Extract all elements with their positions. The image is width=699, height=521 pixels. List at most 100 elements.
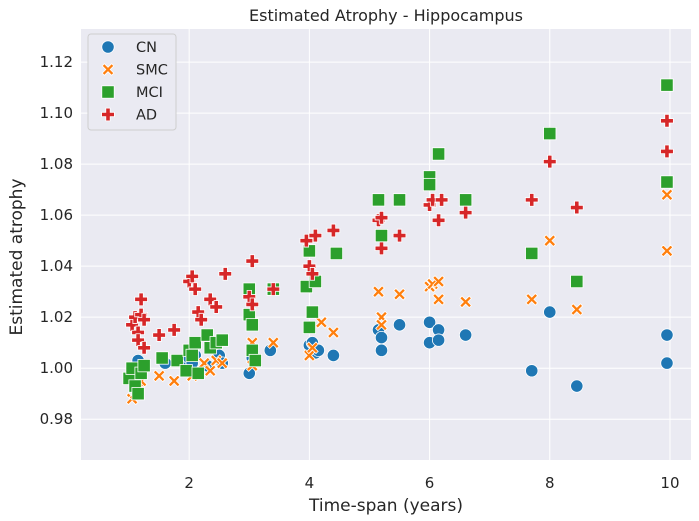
data-point-cn <box>431 333 446 347</box>
data-point-mci <box>188 336 202 350</box>
legend-label-mci: MCI <box>136 85 163 101</box>
data-points <box>122 78 674 406</box>
legend-label-smc: SMC <box>136 63 168 79</box>
data-point-ad <box>167 323 181 337</box>
data-point-ad <box>374 241 389 256</box>
data-point-smc <box>660 244 674 258</box>
data-point-ad <box>570 200 584 215</box>
data-point-ad <box>218 267 233 281</box>
data-point-mci <box>329 246 344 261</box>
data-point-smc <box>543 234 557 248</box>
data-point-mci <box>305 305 319 319</box>
data-point-mci <box>422 177 437 192</box>
x-tick-label: 10 <box>660 474 679 492</box>
y-tick-label: 1.02 <box>40 308 73 326</box>
legend-box <box>87 33 177 131</box>
data-point-smc <box>459 295 472 309</box>
x-tick-label: 6 <box>425 474 435 492</box>
data-point-smc <box>375 318 388 332</box>
series-mci <box>122 78 674 401</box>
data-point-mci <box>392 193 407 207</box>
data-point-ad <box>660 144 674 159</box>
y-tick-label: 1.00 <box>40 359 73 377</box>
legend-label-cn: CN <box>136 40 157 56</box>
data-point-smc <box>372 285 385 299</box>
data-point-ad <box>137 312 151 327</box>
data-point-cn <box>374 330 389 345</box>
data-point-ad <box>152 328 166 342</box>
data-point-smc <box>167 374 181 388</box>
data-point-cn <box>660 328 674 342</box>
legend-marker-smc <box>101 63 115 76</box>
data-point-cn <box>543 305 557 319</box>
data-point-ad <box>137 340 151 355</box>
data-point-mci <box>570 274 584 289</box>
chart-title: Estimated Atrophy - Hippocampus <box>249 6 523 25</box>
series-smc <box>125 188 674 406</box>
data-point-cn <box>422 315 437 329</box>
data-point-smc <box>327 326 340 339</box>
data-point-mci <box>155 351 169 365</box>
data-point-ad <box>425 193 440 207</box>
data-point-ad <box>660 114 674 128</box>
tick-labels: 2 4 6 8 10 0.98 1.00 1.02 1.04 1.06 1.08 1.10 1.12 <box>40 53 680 492</box>
data-point-ad <box>134 292 148 307</box>
data-point-mci <box>525 246 539 261</box>
data-point-mci <box>191 366 205 380</box>
data-point-ad <box>542 154 557 169</box>
y-tick-label: 1.10 <box>40 104 73 122</box>
legend: CN SMC MCI AD <box>87 33 177 131</box>
y-tick-label: 1.04 <box>40 257 73 275</box>
data-point-mci <box>371 193 386 207</box>
data-point-mci <box>137 359 151 373</box>
data-point-cn <box>374 343 389 357</box>
data-point-mci <box>459 193 473 207</box>
data-point-ad <box>374 210 389 225</box>
plot-area <box>81 29 691 460</box>
data-point-mci <box>660 175 674 189</box>
legend-marker-mci <box>101 85 115 99</box>
data-point-ad <box>305 267 320 281</box>
data-point-smc <box>570 303 584 316</box>
y-tick-label: 0.98 <box>40 410 73 428</box>
data-point-mci <box>185 348 199 363</box>
data-point-mci <box>660 78 674 92</box>
legend-marker-ad <box>101 107 115 122</box>
data-point-cn <box>525 364 539 378</box>
y-tick-label: 1.06 <box>40 206 73 224</box>
data-point-mci <box>248 353 262 368</box>
data-point-smc <box>152 369 166 383</box>
data-point-ad <box>266 282 281 296</box>
data-point-mci <box>302 320 316 334</box>
data-point-ad <box>326 223 341 238</box>
data-point-ad <box>194 312 208 327</box>
y-tick-label: 1.12 <box>40 53 73 71</box>
data-point-ad <box>392 228 407 243</box>
data-point-cn <box>570 379 584 393</box>
data-point-mci <box>374 228 389 243</box>
data-point-ad <box>245 297 260 312</box>
data-point-mci <box>302 244 316 258</box>
data-point-ad <box>188 282 202 296</box>
data-point-cn <box>392 318 407 332</box>
data-point-cn <box>326 348 341 363</box>
data-point-ad <box>458 205 473 220</box>
legend-label-ad: AD <box>136 108 157 124</box>
data-point-ad <box>431 213 446 228</box>
data-point-ad <box>308 228 323 243</box>
data-point-cn <box>660 356 674 370</box>
data-point-ad <box>434 193 449 207</box>
data-point-smc <box>660 188 674 202</box>
data-point-mci <box>215 333 229 347</box>
legend-marker-cn <box>101 40 115 54</box>
data-point-smc <box>525 292 539 306</box>
data-point-smc <box>306 341 319 355</box>
y-axis-label: Estimated atrophy <box>7 178 27 335</box>
data-point-ad <box>299 233 314 248</box>
data-point-mci <box>170 353 184 368</box>
series-ad <box>125 114 674 355</box>
data-point-mci <box>431 147 446 161</box>
x-axis-label: Time-span (years) <box>308 496 463 516</box>
